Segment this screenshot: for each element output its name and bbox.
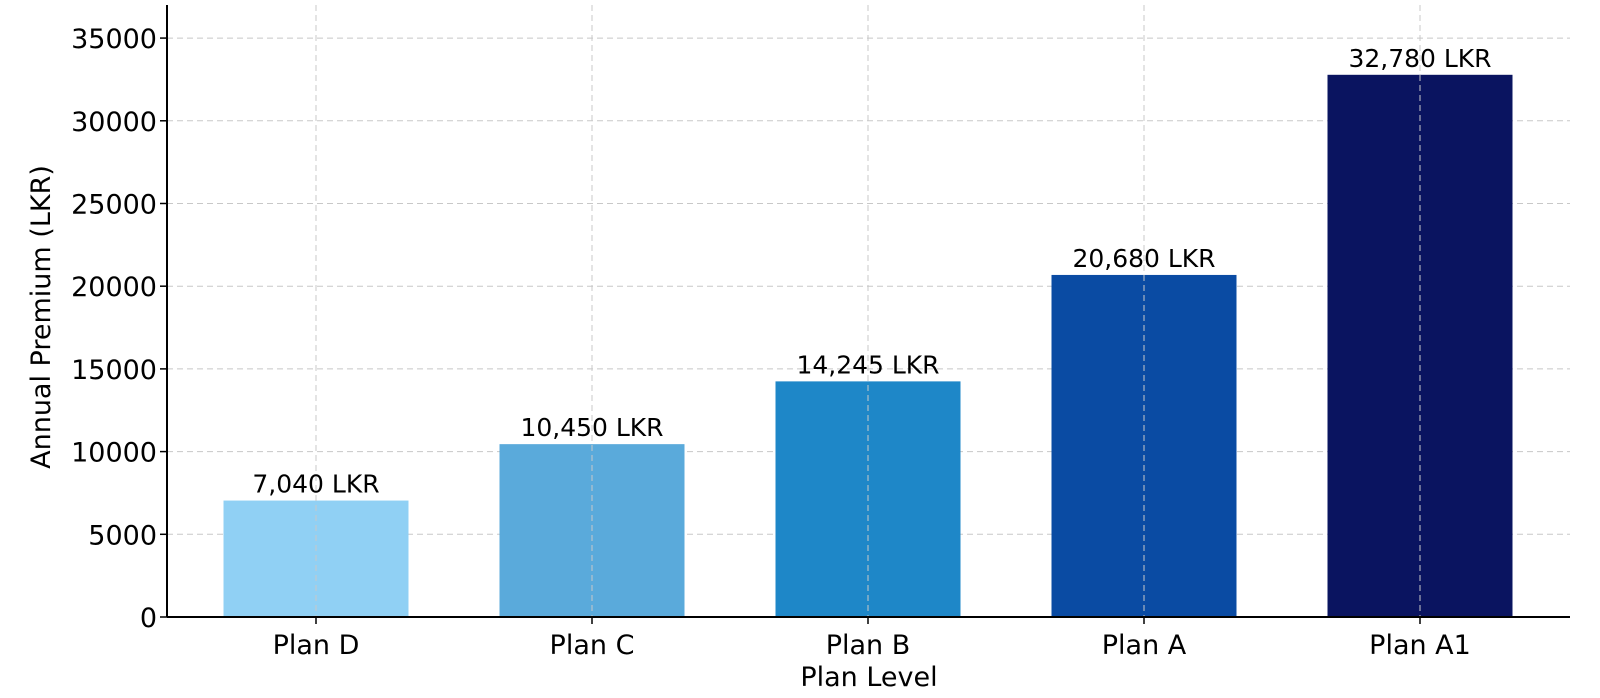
y-tick-labels: 0 5000 10000 15000 20000 25000 30000 35000 [71, 24, 157, 634]
y-tick-label: 30000 [71, 107, 157, 138]
axes [160, 5, 1570, 624]
y-tick-label: 35000 [71, 24, 157, 55]
bar-value-label: 20,680 LKR [1072, 244, 1215, 273]
x-tick-label: Plan A [1102, 630, 1187, 661]
bar-value-label: 10,450 LKR [520, 413, 663, 442]
x-tick-labels: Plan D Plan C Plan B Plan A Plan A1 [273, 630, 1471, 661]
y-tick-label: 0 [140, 603, 157, 634]
x-tick-label: Plan A1 [1369, 630, 1471, 661]
x-axis-title: Plan Level [800, 662, 937, 693]
bar-value-label: 14,245 LKR [796, 350, 939, 379]
x-tick-label: Plan B [826, 630, 911, 661]
y-tick-label: 10000 [71, 438, 157, 469]
bar-value-label: 7,040 LKR [252, 470, 379, 499]
bar-value-label: 32,780 LKR [1348, 44, 1491, 73]
x-tick-label: Plan C [550, 630, 635, 661]
y-tick-label: 15000 [71, 355, 157, 386]
vertical-grid [315, 5, 1421, 617]
x-tick-label: Plan D [273, 630, 360, 661]
data-labels: 7,040 LKR 10,450 LKR 14,245 LKR 20,680 LKR 3… [252, 44, 1491, 499]
y-axis-title: Annual Premium (LKR) [26, 165, 57, 469]
y-tick-label: 20000 [71, 272, 157, 303]
y-tick-label: 5000 [88, 520, 157, 551]
y-tick-label: 25000 [71, 189, 157, 220]
